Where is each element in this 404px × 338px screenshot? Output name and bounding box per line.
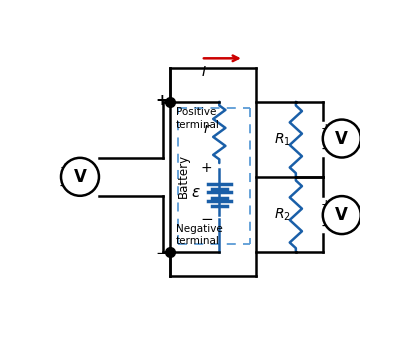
Text: −: − (200, 212, 213, 227)
Text: +: + (201, 161, 212, 175)
Text: +: + (156, 93, 168, 108)
Text: +: + (320, 198, 331, 211)
Circle shape (323, 120, 361, 158)
Text: −: − (156, 246, 168, 261)
Text: +: + (320, 122, 331, 135)
Text: $r$: $r$ (204, 122, 212, 136)
Text: −: − (59, 179, 70, 193)
Text: Negative
terminal: Negative terminal (176, 224, 223, 246)
Text: +: + (59, 161, 70, 174)
Text: Positive
terminal: Positive terminal (176, 107, 220, 130)
Circle shape (323, 196, 361, 234)
Text: Battery: Battery (177, 154, 190, 198)
Text: $I$: $I$ (201, 65, 206, 79)
Text: $\varepsilon$: $\varepsilon$ (191, 185, 201, 200)
Text: V: V (74, 168, 86, 186)
Text: V: V (335, 206, 348, 224)
Text: −: − (320, 142, 332, 156)
Text: $R_2$: $R_2$ (274, 206, 290, 222)
Text: $R_1$: $R_1$ (274, 131, 290, 147)
Text: −: − (320, 219, 332, 233)
Text: V: V (335, 129, 348, 148)
Circle shape (61, 158, 99, 196)
